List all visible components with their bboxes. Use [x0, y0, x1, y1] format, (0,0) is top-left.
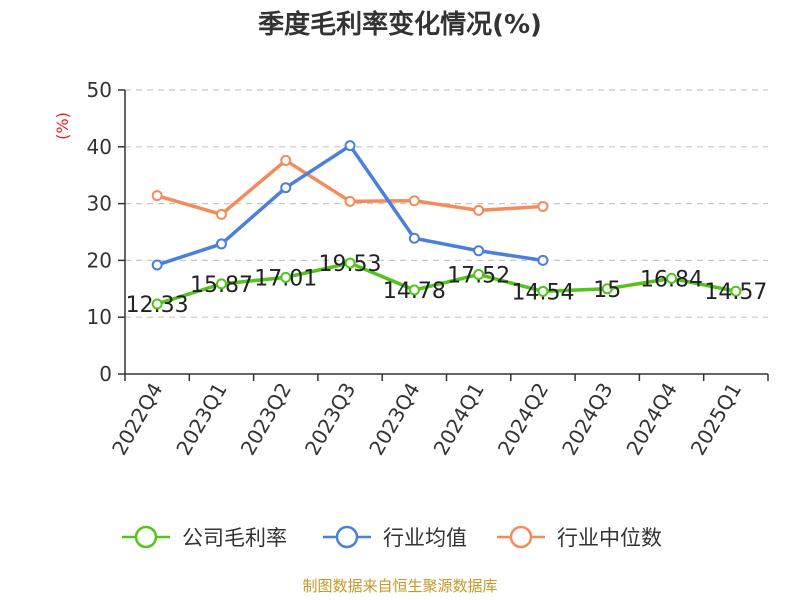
- data-point: [537, 200, 549, 212]
- data-point: [151, 259, 163, 271]
- legend-marker: [509, 525, 533, 549]
- axes: [124, 90, 768, 375]
- x-tick-label: 2023Q3: [300, 379, 360, 460]
- data-point: [215, 278, 227, 290]
- y-tick-label: 0: [99, 362, 112, 386]
- legend-label: 公司毛利率: [182, 526, 287, 550]
- legend-label: 行业均值: [383, 526, 467, 550]
- y-axis-label: (%): [53, 112, 72, 140]
- data-point: [730, 285, 742, 297]
- x-tick-label: 2024Q4: [621, 379, 681, 460]
- data-label: 14.57: [704, 280, 767, 305]
- data-point: [537, 285, 549, 297]
- y-tick-label: 40: [87, 135, 112, 159]
- data-point: [473, 245, 485, 257]
- legend-label: 行业中位数: [557, 526, 662, 550]
- data-point: [408, 232, 420, 244]
- legend-marker: [335, 525, 359, 549]
- x-tick-label: 2024Q1: [429, 379, 489, 460]
- data-point: [151, 298, 163, 310]
- legend: 公司毛利率 行业均值 行业中位数: [122, 525, 662, 550]
- x-tick-label: 2025Q1: [686, 379, 746, 460]
- x-tick-label: 2023Q4: [364, 379, 424, 460]
- chart-title: 季度毛利率变化情况(%): [258, 9, 542, 40]
- x-tick-label: 2024Q3: [557, 379, 617, 460]
- x-tick-label: 2023Q2: [236, 379, 296, 460]
- data-label: 15: [593, 278, 621, 303]
- data-point: [666, 272, 678, 284]
- series-group: [151, 140, 742, 310]
- data-point: [408, 284, 420, 296]
- data-point: [280, 154, 292, 166]
- data-label: 17.01: [254, 266, 317, 291]
- data-label: 16.84: [640, 267, 703, 292]
- data-point: [537, 254, 549, 266]
- x-tick-label: 2023Q1: [171, 379, 231, 460]
- data-label: 14.78: [383, 279, 446, 304]
- data-point: [344, 140, 356, 152]
- y-ticks: 0 10 20 30 40 50: [87, 78, 125, 386]
- y-tick-label: 30: [87, 192, 112, 216]
- legend-marker: [134, 525, 158, 549]
- data-point: [344, 257, 356, 269]
- data-point: [473, 268, 485, 280]
- grid-lines: [125, 89, 768, 318]
- data-point: [280, 271, 292, 283]
- data-point: [473, 204, 485, 216]
- data-label: 19.53: [319, 252, 382, 277]
- data-label: 17.52: [447, 263, 510, 288]
- x-tick-label: 2022Q4: [107, 379, 167, 460]
- data-point: [280, 182, 292, 194]
- series-line: [156, 261, 737, 306]
- x-tick-label: 2024Q2: [493, 379, 553, 460]
- data-point: [601, 283, 613, 295]
- data-label: 12.33: [126, 293, 189, 318]
- data-label: 14.54: [511, 280, 574, 305]
- data-point: [151, 190, 163, 202]
- data-point: [215, 238, 227, 250]
- data-point: [215, 208, 227, 220]
- x-ticks: 2022Q4 2023Q1 2023Q2 2023Q3 2023Q4 2024Q1 2024…: [107, 374, 769, 460]
- y-tick-label: 10: [87, 305, 112, 329]
- data-point: [408, 195, 420, 207]
- y-tick-label: 20: [87, 248, 112, 272]
- data-label: 15.87: [190, 273, 253, 298]
- source-note: 制图数据来自恒生聚源数据库: [302, 577, 497, 595]
- data-point: [344, 195, 356, 207]
- y-tick-label: 50: [87, 78, 112, 102]
